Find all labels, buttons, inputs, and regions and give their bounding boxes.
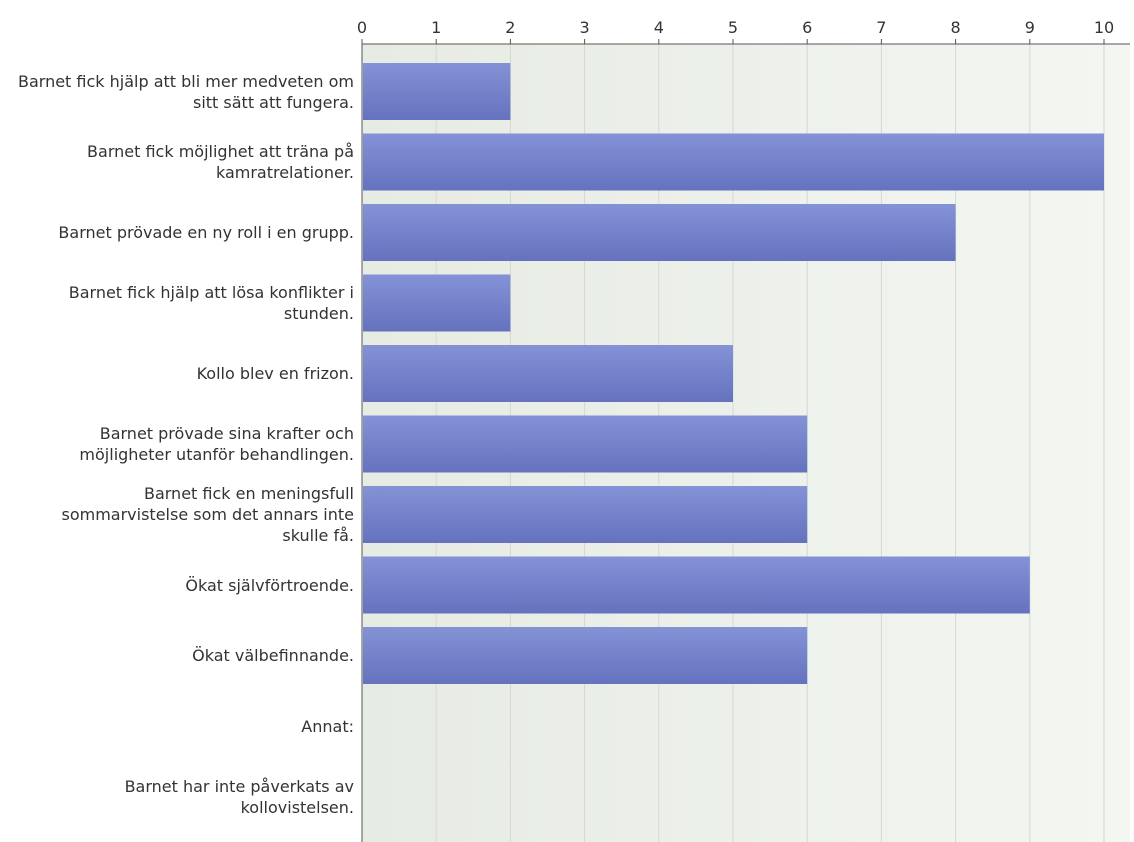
x-tick-label: 0: [357, 18, 367, 37]
bar: [363, 627, 808, 684]
category-label: Barnet har inte påverkats av kollovistel…: [124, 776, 354, 817]
x-tick-label: 3: [580, 18, 590, 37]
category-label: Kollo blev en frizon.: [196, 364, 354, 383]
category-label: Ökat välbefinnande.: [192, 646, 354, 665]
bar: [363, 345, 733, 402]
x-tick-label: 1: [431, 18, 441, 37]
bar: [363, 204, 956, 261]
bar: [363, 133, 1104, 191]
x-tick-label: 9: [1025, 18, 1035, 37]
category-label: Ökat självförtroende.: [185, 575, 354, 595]
category-label: Annat:: [301, 716, 354, 736]
x-tick-label: 5: [728, 18, 738, 37]
category-label: Barnet fick hjälp att bli mer medveten o…: [17, 71, 354, 112]
bar: [363, 63, 511, 120]
category-label: Barnet fick möjlighet att träna på kamra…: [87, 142, 354, 182]
category-label: Barnet prövade sina krafter och möjlighe…: [79, 424, 354, 464]
x-tick-label: 10: [1094, 18, 1114, 37]
bar: [363, 556, 1030, 614]
category-label: Barnet prövade en ny roll i en grupp.: [58, 223, 354, 242]
bar: [363, 274, 511, 332]
category-label: Barnet fick en meningsfull sommarvistels…: [61, 484, 354, 545]
x-tick-label: 6: [802, 18, 812, 37]
bar: [363, 415, 808, 473]
x-tick-label: 4: [654, 18, 664, 37]
x-tick-label: 2: [505, 18, 515, 37]
category-label: Barnet fick hjälp att lösa konflikter i …: [68, 283, 354, 323]
x-tick-label: 8: [951, 18, 961, 37]
bar: [363, 486, 808, 543]
x-tick-label: 7: [876, 18, 886, 37]
